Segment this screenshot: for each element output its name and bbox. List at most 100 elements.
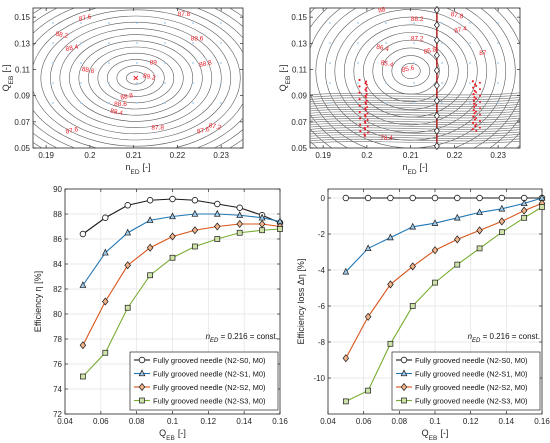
y-label-unit: [-] (1, 65, 11, 73)
contour-line (315, 8, 507, 148)
measurement-point (473, 89, 476, 92)
data-point (364, 194, 372, 202)
y-tick-label: 0.11 (15, 65, 31, 74)
data-point (169, 195, 176, 203)
measurement-point (364, 122, 367, 125)
data-point (169, 232, 176, 241)
diamond-marker (433, 51, 440, 60)
data-point (364, 244, 372, 252)
contour-value-label: 87.2 (208, 122, 222, 132)
measurement-point (358, 85, 361, 88)
grid-point (441, 22, 443, 24)
grid-point (164, 42, 166, 44)
grid-point (385, 42, 387, 44)
measurement-point (479, 107, 482, 110)
contour-line (310, 124, 520, 128)
grid-point (357, 102, 359, 104)
contour-line (310, 8, 516, 148)
contour-line (78, 40, 194, 116)
grid-point (136, 62, 138, 64)
data-point (138, 369, 146, 377)
x-tick-label: 0.16 (534, 417, 550, 426)
data-point (236, 229, 243, 236)
measurement-point (472, 99, 475, 102)
measurement-point (471, 80, 474, 83)
contour-line (107, 59, 165, 97)
x-tick-label: 0.2 (361, 151, 373, 160)
grid-point (164, 102, 166, 104)
grid-point (357, 42, 359, 44)
contour-line (33, 9, 241, 147)
y-axis-label: QEB [-] (1, 65, 15, 92)
data-point (520, 206, 528, 215)
data-point (124, 202, 131, 209)
data-point (364, 312, 372, 321)
grid-point (80, 62, 82, 64)
grid-point (385, 22, 387, 24)
data-point (146, 197, 154, 204)
measurement-point (475, 116, 478, 119)
contour-line (310, 92, 520, 96)
measurement-point (359, 123, 362, 126)
x-tick-label: 0.19 (315, 151, 331, 160)
data-point (432, 279, 438, 286)
contour-line (310, 108, 520, 112)
measurement-point (472, 102, 476, 105)
diamond-marker (433, 21, 440, 30)
diamond-marker (433, 66, 440, 75)
data-point (79, 281, 87, 288)
data-point (139, 397, 145, 404)
grid-point (52, 42, 54, 44)
measurement-point (364, 109, 367, 112)
data-point (431, 246, 439, 255)
measurement-point (471, 128, 474, 131)
data-point (124, 228, 132, 236)
data-point (365, 387, 371, 394)
y-tick-label: 88 (53, 210, 62, 219)
measurement-point (364, 82, 367, 85)
grid-point (329, 102, 331, 104)
annot-rest: = 0.216 = const. (218, 332, 278, 341)
grid-point (220, 62, 222, 64)
data-point (146, 216, 154, 223)
panel-bottom-left: 0.04 0.06 0.08 0.1 0.12 0.14 0.16 72 74 76 78 80 82 8… (33, 185, 288, 442)
data-point (409, 222, 417, 230)
measurement-point (473, 83, 477, 86)
grid-point (80, 22, 82, 24)
legend-entry: Fully grooved needle (N2-S3, M0) (415, 397, 528, 406)
annot-sub: ED (210, 338, 219, 344)
grid-point (441, 102, 443, 104)
x-tick-label: 0.04 (320, 417, 336, 426)
x-tick-label: 0.23 (213, 151, 229, 160)
measurement-point (365, 96, 368, 99)
annot-main: n (468, 332, 473, 341)
measurement-point (478, 81, 481, 84)
y-tick-label: 84 (53, 260, 62, 269)
y-tick-label: 0.09 (291, 92, 307, 101)
x-tick-label: 0.23 (490, 151, 506, 160)
measurement-point (364, 115, 367, 118)
data-point (387, 340, 394, 347)
data-point (454, 194, 461, 202)
measurement-point (365, 93, 368, 96)
diamond-marker (433, 36, 440, 45)
x-label-unit: [-] (143, 162, 151, 172)
diamond-marker (433, 5, 440, 15)
contour-value-label: 88.6 (191, 36, 204, 43)
data-point (138, 382, 146, 392)
contour-value-label: 87.2 (411, 36, 424, 43)
data-point (539, 204, 545, 210)
x-label-main: n (402, 162, 407, 172)
measurement-point (478, 88, 481, 91)
contour-value-label: 87.8 (450, 11, 464, 21)
data-point (409, 194, 416, 202)
y-axis-label: Efficiency loss Δη [%] (296, 259, 306, 345)
y-tick-label: -6 (318, 302, 326, 311)
contour-value-label: 87.6 (78, 13, 92, 23)
y-label-unit: [-] (278, 65, 288, 73)
measurement-point (475, 84, 478, 87)
grid-point (385, 82, 387, 84)
contour-line (0, 0, 307, 190)
diamond-marker (433, 111, 440, 120)
measurement-point (475, 97, 478, 100)
